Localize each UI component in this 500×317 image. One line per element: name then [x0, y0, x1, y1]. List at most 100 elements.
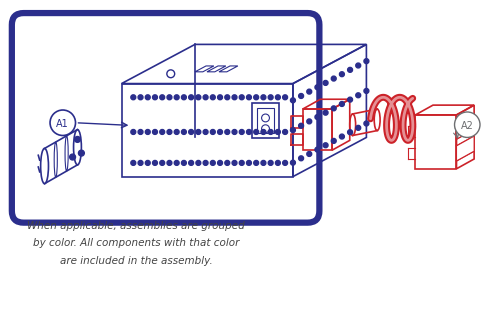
Circle shape — [454, 112, 480, 138]
Circle shape — [174, 130, 179, 134]
Circle shape — [182, 130, 186, 134]
Circle shape — [138, 130, 143, 134]
Circle shape — [240, 130, 244, 134]
Text: are included in the assembly.: are included in the assembly. — [60, 256, 212, 266]
Circle shape — [307, 89, 312, 94]
Circle shape — [203, 160, 208, 165]
Circle shape — [196, 130, 201, 134]
Circle shape — [307, 119, 312, 124]
Circle shape — [50, 110, 76, 135]
Circle shape — [188, 160, 194, 165]
Circle shape — [276, 95, 280, 100]
Circle shape — [254, 160, 258, 165]
Circle shape — [196, 95, 201, 100]
Circle shape — [340, 134, 344, 139]
Polygon shape — [456, 114, 474, 139]
Circle shape — [167, 130, 172, 134]
Text: by color. All components with that color: by color. All components with that color — [33, 238, 240, 248]
Circle shape — [261, 130, 266, 134]
Circle shape — [138, 95, 143, 100]
Circle shape — [131, 95, 136, 100]
Circle shape — [364, 59, 369, 64]
Circle shape — [332, 106, 336, 111]
Circle shape — [210, 95, 216, 100]
Circle shape — [70, 154, 75, 160]
Circle shape — [332, 139, 336, 143]
Circle shape — [290, 160, 296, 165]
Circle shape — [261, 160, 266, 165]
Circle shape — [298, 94, 304, 98]
Circle shape — [315, 114, 320, 120]
Circle shape — [276, 160, 280, 165]
Circle shape — [182, 160, 186, 165]
Circle shape — [364, 88, 369, 94]
Circle shape — [203, 130, 208, 134]
Circle shape — [254, 95, 258, 100]
Circle shape — [218, 130, 222, 134]
Circle shape — [282, 130, 288, 134]
Circle shape — [188, 95, 194, 100]
Circle shape — [315, 147, 320, 152]
Circle shape — [160, 95, 164, 100]
Circle shape — [364, 121, 369, 126]
Circle shape — [160, 130, 164, 134]
Circle shape — [246, 160, 252, 165]
Circle shape — [167, 160, 172, 165]
Circle shape — [246, 95, 252, 100]
Circle shape — [268, 95, 273, 100]
Circle shape — [225, 95, 230, 100]
Circle shape — [210, 130, 216, 134]
Circle shape — [340, 101, 344, 107]
Circle shape — [290, 128, 296, 133]
Circle shape — [152, 130, 158, 134]
Circle shape — [276, 130, 280, 134]
Circle shape — [188, 130, 194, 134]
Circle shape — [203, 95, 208, 100]
Circle shape — [323, 81, 328, 85]
Text: A1: A1 — [56, 119, 69, 129]
Circle shape — [218, 160, 222, 165]
Circle shape — [232, 160, 237, 165]
Circle shape — [131, 130, 136, 134]
Text: A2: A2 — [461, 121, 473, 131]
Circle shape — [196, 160, 201, 165]
Circle shape — [246, 130, 252, 134]
Circle shape — [160, 160, 164, 165]
Circle shape — [146, 160, 150, 165]
Circle shape — [218, 95, 222, 100]
Circle shape — [232, 130, 237, 134]
Circle shape — [356, 93, 360, 98]
Circle shape — [225, 130, 230, 134]
Circle shape — [282, 95, 288, 100]
Circle shape — [348, 97, 352, 102]
Circle shape — [261, 95, 266, 100]
Circle shape — [332, 76, 336, 81]
Circle shape — [138, 160, 143, 165]
Circle shape — [174, 95, 179, 100]
Circle shape — [323, 110, 328, 115]
Circle shape — [282, 160, 288, 165]
Circle shape — [298, 123, 304, 128]
Circle shape — [307, 152, 312, 156]
Circle shape — [152, 160, 158, 165]
Circle shape — [356, 126, 360, 130]
Circle shape — [232, 95, 237, 100]
Circle shape — [225, 160, 230, 165]
Circle shape — [348, 68, 352, 72]
Circle shape — [182, 95, 186, 100]
Circle shape — [323, 143, 328, 148]
Circle shape — [340, 72, 344, 77]
Circle shape — [78, 150, 84, 156]
Circle shape — [146, 95, 150, 100]
Circle shape — [348, 130, 352, 135]
Circle shape — [315, 85, 320, 90]
Circle shape — [268, 160, 273, 165]
Circle shape — [74, 136, 80, 142]
Text: When applicable, assemblies are grouped: When applicable, assemblies are grouped — [28, 221, 245, 230]
Circle shape — [146, 130, 150, 134]
Circle shape — [174, 160, 179, 165]
Circle shape — [254, 130, 258, 134]
Polygon shape — [456, 136, 474, 161]
Circle shape — [210, 160, 216, 165]
Circle shape — [356, 63, 360, 68]
